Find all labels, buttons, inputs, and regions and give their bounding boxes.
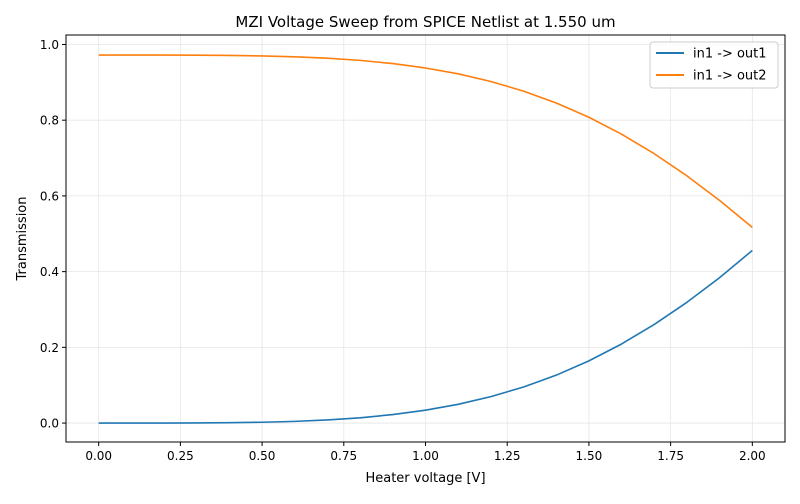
x-tick-label: 1.75	[657, 449, 684, 463]
x-tick-label: 0.50	[249, 449, 276, 463]
x-tick-label: 0.25	[167, 449, 194, 463]
plot-frame	[65, 34, 786, 443]
legend-label-out1: in1 -> out1	[693, 47, 767, 62]
grid	[66, 35, 785, 442]
chart-title: MZI Voltage Sweep from SPICE Netlist at …	[235, 13, 615, 31]
legend-label-out2: in1 -> out2	[693, 69, 767, 84]
series-line-1	[98, 249, 753, 424]
y-axis-label: Transmission	[15, 197, 30, 282]
x-tick-label: 1.50	[576, 449, 603, 463]
y-tick-label: 0.0	[40, 417, 59, 431]
x-tick-label: 0.00	[85, 449, 112, 463]
series-lines	[98, 54, 753, 424]
x-axis-label: Heater voltage [V]	[365, 471, 485, 486]
x-tick-label: 2.00	[739, 449, 766, 463]
series-line-2	[98, 54, 753, 228]
y-tick-label: 0.4	[40, 265, 59, 279]
y-tick-label: 0.6	[40, 189, 59, 203]
y-tick-label: 0.8	[40, 114, 59, 128]
x-tick-label: 1.25	[494, 449, 521, 463]
x-tick-label: 0.75	[330, 449, 357, 463]
y-tick-label: 1.0	[40, 38, 59, 52]
x-tick-label: 1.00	[412, 449, 439, 463]
ticks: 0.00 0.25 0.50 0.75 1.00 1.25 1.50 1.75 2.00 0.0 0…	[40, 38, 766, 463]
y-tick-label: 0.2	[40, 341, 59, 355]
legend: in1 -> out1 in1 -> out2	[649, 41, 779, 89]
